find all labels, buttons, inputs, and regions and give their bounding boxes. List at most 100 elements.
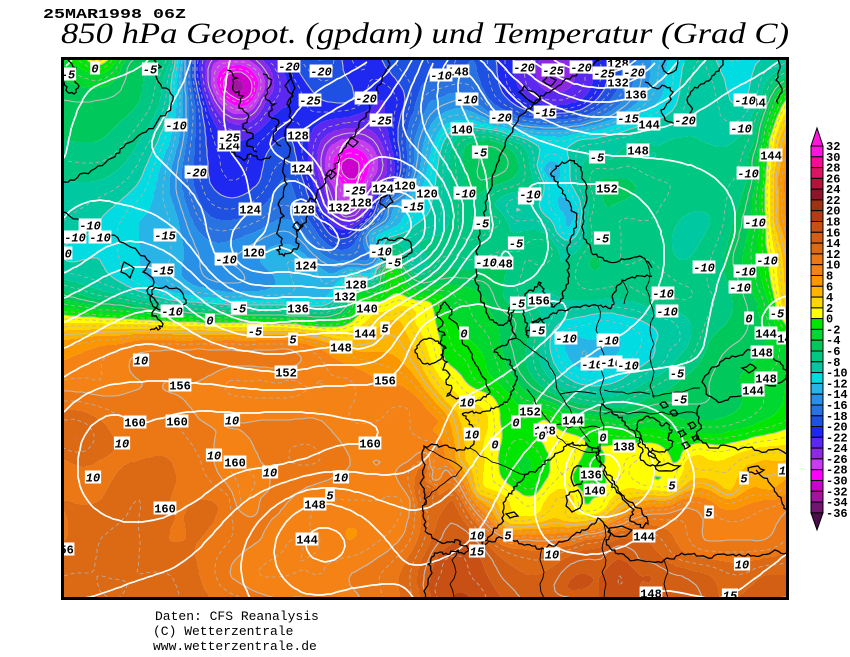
- svg-text:-10: -10: [430, 70, 452, 84]
- svg-text:10: 10: [207, 450, 221, 464]
- svg-text:140: 140: [451, 124, 473, 138]
- svg-text:152: 152: [596, 183, 618, 197]
- svg-text:-5: -5: [387, 257, 402, 271]
- svg-text:-5: -5: [511, 298, 526, 312]
- svg-text:10: 10: [735, 559, 749, 573]
- svg-text:124: 124: [295, 260, 317, 274]
- svg-text:0: 0: [745, 313, 752, 327]
- svg-text:-5: -5: [509, 238, 524, 252]
- svg-text:136: 136: [287, 303, 309, 317]
- svg-text:-10: -10: [165, 120, 187, 134]
- svg-text:-20: -20: [570, 62, 592, 76]
- svg-text:-5: -5: [143, 64, 158, 78]
- svg-text:160: 160: [359, 438, 381, 452]
- svg-text:124: 124: [291, 163, 313, 177]
- svg-text:140: 140: [356, 303, 378, 317]
- svg-text:0: 0: [491, 439, 498, 453]
- svg-text:160: 160: [224, 457, 246, 471]
- svg-text:-5: -5: [248, 326, 263, 340]
- svg-text:-10: -10: [456, 94, 478, 108]
- svg-text:-10: -10: [744, 217, 766, 231]
- svg-text:-10: -10: [729, 282, 751, 296]
- svg-text:-5: -5: [595, 233, 610, 247]
- svg-text:10: 10: [115, 438, 129, 452]
- svg-text:-25: -25: [299, 95, 321, 109]
- svg-text:-5: -5: [670, 368, 685, 382]
- svg-text:Daten: CFS Reanalysis: Daten: CFS Reanalysis: [155, 609, 319, 624]
- svg-text:-22: -22: [826, 431, 848, 445]
- svg-text:0: 0: [206, 315, 213, 329]
- svg-text:-10: -10: [475, 257, 497, 271]
- svg-text:-15: -15: [152, 265, 174, 279]
- svg-text:148: 148: [755, 373, 777, 387]
- svg-text:10: 10: [465, 429, 479, 443]
- svg-text:0: 0: [538, 430, 545, 444]
- svg-text:10: 10: [334, 472, 348, 486]
- svg-text:-25: -25: [218, 132, 240, 146]
- svg-text:152: 152: [519, 406, 541, 420]
- svg-text:120: 120: [416, 188, 438, 202]
- svg-text:128: 128: [287, 130, 309, 144]
- svg-text:-10: -10: [617, 360, 639, 374]
- svg-text:4: 4: [826, 291, 833, 305]
- svg-text:0: 0: [460, 328, 467, 342]
- svg-text:0: 0: [91, 63, 98, 77]
- svg-text:-20: -20: [513, 62, 535, 76]
- svg-text:-10: -10: [64, 232, 86, 246]
- svg-text:144: 144: [777, 333, 799, 347]
- svg-text:-20: -20: [674, 115, 696, 129]
- svg-text:-34: -34: [826, 496, 848, 510]
- svg-text:144: 144: [760, 150, 782, 164]
- svg-text:-28: -28: [826, 464, 848, 478]
- svg-text:-10: -10: [161, 306, 183, 320]
- svg-text:-30: -30: [826, 475, 848, 489]
- svg-text:-10: -10: [581, 359, 603, 373]
- svg-text:-25: -25: [344, 185, 366, 199]
- svg-text:144: 144: [296, 534, 318, 548]
- svg-text:-10: -10: [656, 306, 678, 320]
- svg-text:144: 144: [755, 328, 777, 342]
- svg-text:-10: -10: [597, 335, 619, 349]
- svg-text:152: 152: [275, 367, 297, 381]
- svg-text:10: 10: [225, 415, 239, 429]
- svg-text:148: 148: [751, 347, 773, 361]
- svg-text:5: 5: [504, 530, 512, 544]
- svg-text:-4: -4: [826, 334, 840, 348]
- svg-text:30: 30: [826, 151, 840, 165]
- svg-text:2: 2: [826, 302, 833, 316]
- svg-text:-20: -20: [623, 67, 645, 81]
- svg-text:-14: -14: [826, 388, 848, 402]
- svg-text:-10: -10: [737, 168, 759, 182]
- svg-text:5: 5: [381, 323, 389, 337]
- svg-text:-5: -5: [531, 325, 546, 339]
- svg-text:-15: -15: [154, 230, 176, 244]
- svg-text:10: 10: [86, 472, 100, 486]
- svg-text:-10: -10: [734, 95, 756, 109]
- svg-text:-6: -6: [826, 345, 840, 359]
- svg-text:32: 32: [826, 140, 840, 154]
- svg-text:124: 124: [239, 204, 261, 218]
- svg-text:-10: -10: [89, 232, 111, 246]
- svg-text:132: 132: [334, 291, 356, 305]
- svg-text:5: 5: [289, 334, 297, 348]
- svg-text:-20: -20: [826, 421, 848, 435]
- svg-text:156: 156: [374, 375, 396, 389]
- svg-text:-5: -5: [473, 147, 488, 161]
- svg-text:0: 0: [599, 432, 606, 446]
- svg-text:160: 160: [154, 503, 176, 517]
- svg-text:-8: -8: [826, 356, 840, 370]
- svg-text:128: 128: [350, 197, 372, 211]
- svg-text:-36: -36: [826, 507, 848, 521]
- svg-text:(C) Wetterzentrale: (C) Wetterzentrale: [153, 624, 293, 639]
- svg-text:-26: -26: [826, 453, 848, 467]
- svg-text:148: 148: [640, 588, 662, 602]
- svg-text:20: 20: [826, 205, 840, 219]
- svg-text:-10: -10: [519, 189, 541, 203]
- svg-text:128: 128: [607, 58, 629, 72]
- svg-text:-20: -20: [278, 61, 300, 75]
- svg-text:124: 124: [372, 183, 394, 197]
- svg-text:10: 10: [826, 259, 840, 273]
- svg-text:-32: -32: [826, 485, 848, 499]
- svg-text:www.wetterzentrale.de: www.wetterzentrale.de: [153, 639, 317, 654]
- svg-text:160: 160: [124, 417, 146, 431]
